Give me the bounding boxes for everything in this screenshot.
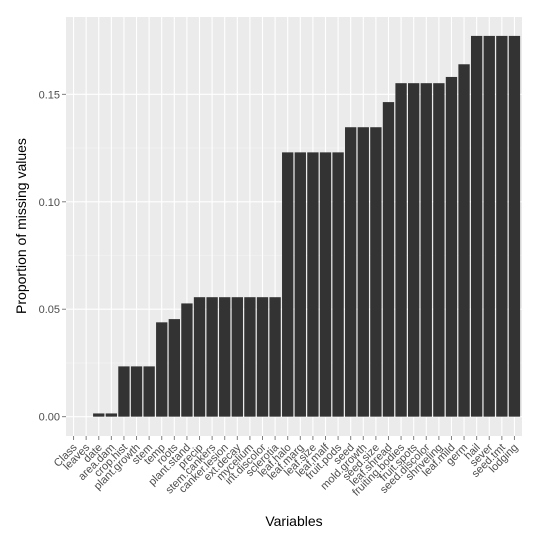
bar [282, 152, 294, 417]
bar [370, 127, 382, 417]
bar [231, 297, 243, 417]
bar [445, 76, 458, 417]
bar [357, 127, 369, 417]
bar [168, 319, 180, 417]
bar [433, 83, 445, 417]
bar [382, 102, 395, 417]
bar [483, 35, 495, 417]
y-tick-label: 0.00 [39, 412, 60, 424]
bar [256, 297, 269, 417]
x-axis-ticks: Classleavesdatearea.damcrop.histplant.gr… [52, 436, 521, 499]
bar [294, 152, 306, 417]
y-tick-label: 0.05 [39, 304, 60, 316]
bar [470, 35, 483, 417]
y-tick-label: 0.10 [39, 197, 60, 209]
bars [93, 35, 521, 417]
bar [206, 297, 218, 417]
bar [181, 303, 193, 417]
bar [93, 413, 105, 417]
y-tick-label: 0.15 [39, 89, 60, 101]
bar [496, 35, 508, 417]
x-axis-title: Variables [265, 513, 322, 529]
bar [319, 152, 332, 417]
bar [193, 297, 206, 417]
bar [105, 413, 118, 417]
bar [420, 83, 432, 417]
bar [408, 83, 420, 417]
y-axis-ticks: 0.00 0.05 0.10 0.15 [39, 89, 66, 424]
bar [130, 366, 143, 417]
bar [345, 127, 357, 417]
bar [332, 152, 344, 417]
bar [219, 297, 231, 417]
bar [156, 322, 168, 417]
bar [307, 152, 319, 417]
bar [143, 366, 155, 417]
bar [458, 64, 470, 417]
bar [244, 297, 256, 417]
bar [508, 35, 521, 417]
bar [395, 83, 407, 417]
y-axis-title: Proportion of missing values [13, 138, 29, 314]
bar [269, 297, 281, 417]
bar [118, 366, 130, 417]
